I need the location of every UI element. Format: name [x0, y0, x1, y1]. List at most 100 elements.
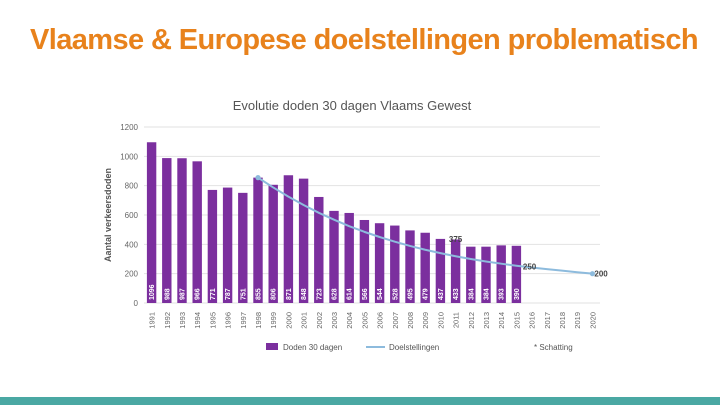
- x-tick-label: 2012: [467, 312, 476, 329]
- y-tick-label: 0: [134, 299, 139, 308]
- bar-value-label: 384: [484, 288, 491, 300]
- bar-series: [146, 142, 522, 303]
- y-tick-label: 200: [125, 270, 139, 279]
- legend: Doden 30 dagen Doelstellingen * Schattin…: [266, 343, 573, 352]
- x-tick-labels: 1991 1992 1993 1994 1995 1996 1997 1998 1999 2000…: [148, 312, 598, 329]
- x-tick-label: 2003: [330, 312, 339, 329]
- bar-value-label: 433: [453, 288, 460, 300]
- bar-value-label: 771: [210, 288, 217, 300]
- bar-1995: [207, 189, 218, 303]
- bar-2005: [359, 219, 370, 303]
- x-tick-label: 1994: [193, 312, 202, 329]
- x-tick-label: 2010: [436, 312, 445, 329]
- bar-value-label: 848: [301, 288, 308, 300]
- gridlines: [144, 126, 600, 304]
- bar-1994: [192, 161, 202, 303]
- bar-2002: [314, 196, 324, 303]
- bar-value-label: 1096: [149, 284, 156, 300]
- annotation-2011: 375: [449, 235, 463, 244]
- bar-value-labels: 1096 988 987 966 771 787 751 855 806 871 848 723 628…: [149, 284, 521, 300]
- bar-value-label: 614: [347, 288, 354, 300]
- bar-2009: [420, 232, 430, 303]
- x-tick-label: 2002: [315, 312, 324, 329]
- bar-value-label: 528: [392, 288, 399, 300]
- legend-note: * Schatting: [534, 343, 573, 352]
- bar-2003: [329, 210, 339, 303]
- x-tick-label: 2008: [406, 312, 415, 329]
- x-tick-label: 2011: [452, 312, 461, 328]
- bar-value-label: 566: [362, 288, 369, 300]
- x-tick-label: 2005: [360, 312, 369, 329]
- bar-value-label: 384: [468, 288, 475, 300]
- x-tick-label: 2017: [543, 312, 552, 329]
- bar-value-label: 806: [271, 288, 278, 300]
- y-axis-label: Aantal verkeersdoden: [103, 168, 113, 262]
- annotations: 375 250 200: [449, 235, 608, 279]
- y-tick-label: 400: [125, 240, 139, 249]
- y-tick-labels: 0 200 400 600 800 1000 1200: [120, 123, 138, 308]
- bar-1997: [238, 192, 248, 303]
- x-tick-label: 1992: [163, 312, 172, 329]
- bar-value-label: 479: [423, 288, 430, 300]
- target-point-2020: [589, 271, 596, 277]
- x-tick-label: 2018: [558, 312, 567, 329]
- x-tick-label: 2006: [376, 312, 385, 329]
- bar-2004: [344, 212, 354, 303]
- bar-value-label: 988: [164, 288, 171, 300]
- bar-2013: [481, 246, 491, 303]
- annotation-2020: 200: [594, 270, 608, 279]
- bar-value-label: 751: [240, 288, 247, 300]
- y-tick-label: 800: [125, 182, 139, 191]
- bar-value-label: 390: [514, 288, 521, 300]
- bar-value-label: 855: [256, 288, 263, 300]
- bar-value-label: 966: [195, 288, 202, 300]
- x-tick-label: 2020: [588, 312, 597, 329]
- bar-1993: [177, 158, 187, 303]
- x-tick-label: 1993: [178, 312, 187, 329]
- target-line: [257, 176, 593, 275]
- x-tick-label: 2009: [421, 312, 430, 329]
- x-tick-label: 1998: [254, 312, 263, 329]
- legend-swatch-bars: [266, 343, 278, 350]
- bar-1991: [146, 142, 157, 303]
- slide-title: Vlaamse & Europese doelstellingen proble…: [30, 24, 699, 56]
- bar-2011: [450, 239, 461, 303]
- bar-value-label: 723: [316, 288, 323, 300]
- bar-2007: [390, 225, 400, 303]
- bar-value-label: 628: [332, 288, 339, 300]
- chart-title: Evolutie doden 30 dagen Vlaams Gewest: [233, 98, 472, 113]
- x-tick-label: 2001: [300, 312, 309, 329]
- y-tick-label: 1000: [120, 152, 138, 161]
- bar-2010: [435, 238, 446, 303]
- x-tick-label: 2014: [497, 312, 506, 329]
- bottom-accent-bar: [0, 397, 720, 405]
- x-tick-label: 1996: [224, 312, 233, 329]
- bar-2000: [283, 175, 294, 303]
- bar-value-label: 437: [438, 288, 445, 300]
- x-tick-label: 2004: [345, 312, 354, 329]
- bar-1996: [222, 187, 233, 303]
- bar-value-label: 393: [499, 288, 506, 300]
- y-tick-label: 600: [125, 211, 139, 220]
- bar-2015: [511, 245, 522, 303]
- legend-label-bars: Doden 30 dagen: [283, 343, 342, 352]
- bar-1992: [162, 158, 172, 303]
- bar-2008: [405, 230, 415, 303]
- x-tick-label: 1991: [148, 312, 157, 329]
- bar-value-label: 495: [408, 288, 415, 300]
- x-tick-label: 1995: [208, 312, 217, 329]
- bar-2006: [374, 223, 385, 303]
- bar-2001: [298, 178, 309, 303]
- x-tick-label: 1997: [239, 312, 248, 329]
- x-tick-label: 2016: [528, 312, 537, 329]
- bar-2014: [496, 245, 506, 303]
- bar-1999: [268, 184, 278, 303]
- bar-value-label: 544: [377, 288, 384, 300]
- bar-value-label: 987: [180, 288, 187, 300]
- x-tick-label: 2000: [284, 312, 293, 329]
- x-tick-label: 2013: [482, 312, 491, 329]
- target-line-series: [255, 175, 596, 277]
- x-tick-label: 1999: [269, 312, 278, 329]
- x-tick-label: 2015: [512, 312, 521, 329]
